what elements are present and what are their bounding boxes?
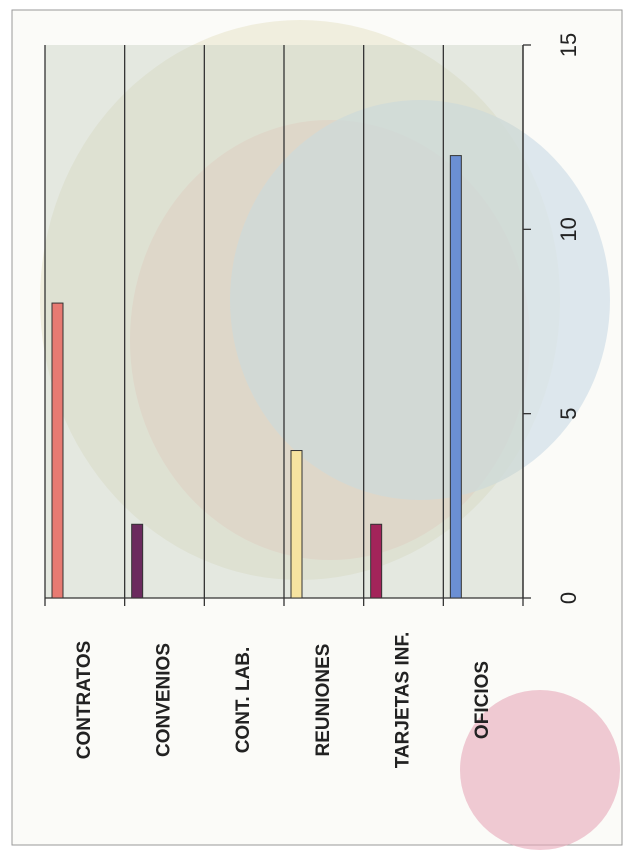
- y-tick-label: 5: [556, 408, 581, 420]
- x-tick-label: CONT. LAB.: [233, 647, 254, 754]
- plot: 0 5 10 15 CONTRATOS CONVENIOS CONT. LAB. REUNIO…: [44, 33, 581, 769]
- y-tick-label: 0: [556, 592, 581, 604]
- x-tick-label: REUNIONES: [313, 644, 334, 757]
- x-tick-label: CONVENIOS: [154, 643, 175, 757]
- y-tick-label: 15: [556, 33, 581, 57]
- bar: [131, 523, 144, 599]
- background-blob: [230, 100, 610, 500]
- x-tick-label: OFICIOS: [472, 661, 493, 739]
- x-tick-label: CONTRATOS: [74, 641, 95, 760]
- bar: [370, 523, 383, 599]
- y-tick-label: 10: [556, 217, 581, 241]
- background-blob: [460, 690, 620, 850]
- bar: [290, 450, 303, 599]
- bar: [51, 302, 64, 599]
- bar: [449, 155, 462, 599]
- x-tick-label: TARJETAS INF.: [393, 632, 414, 769]
